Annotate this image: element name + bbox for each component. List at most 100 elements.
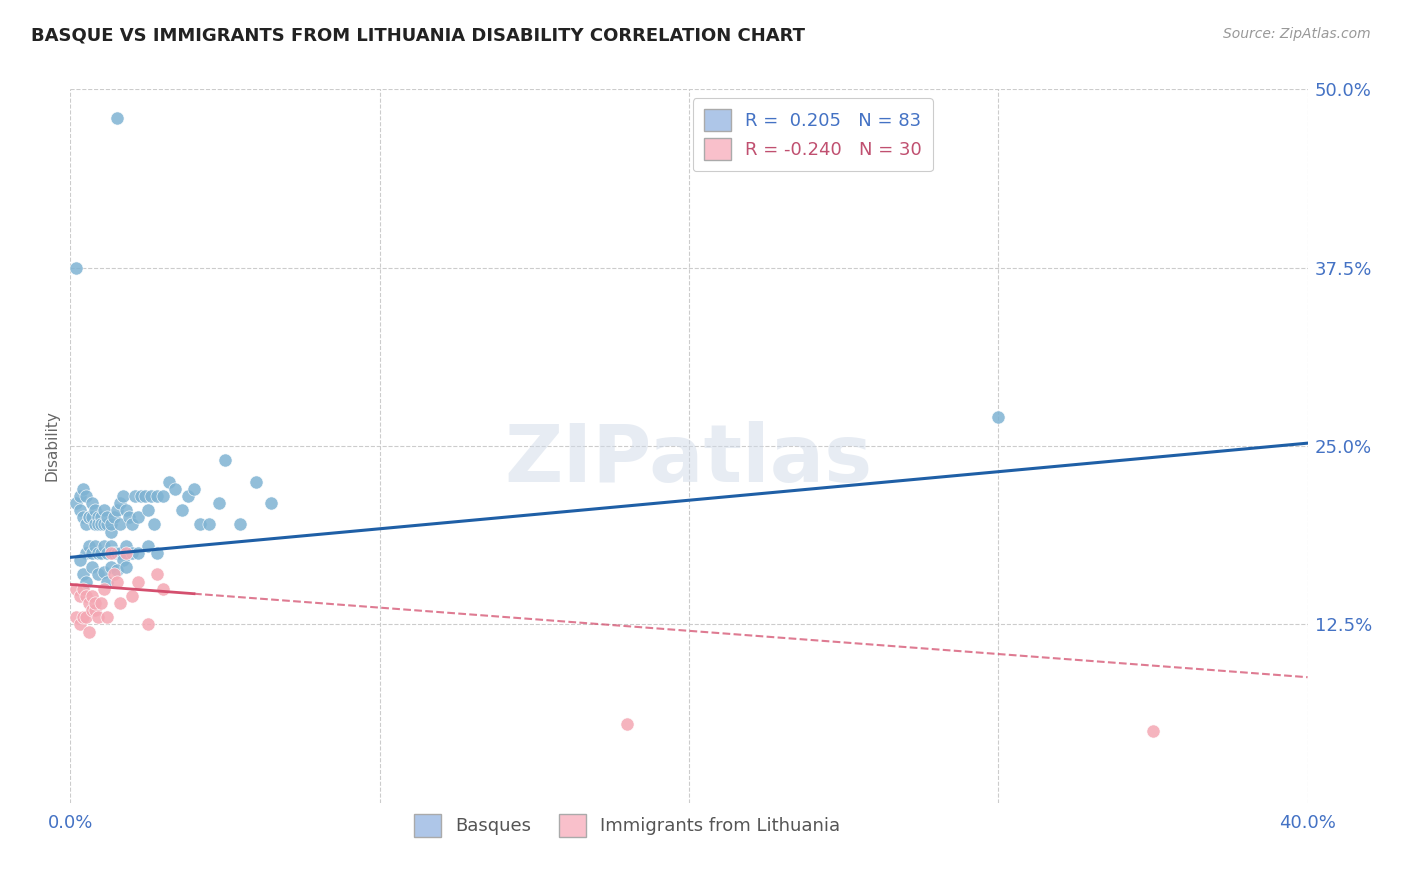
Point <box>987 410 1010 425</box>
Legend: Basques, Immigrants from Lithuania: Basques, Immigrants from Lithuania <box>406 807 848 844</box>
Point <box>229 517 252 532</box>
Point <box>87 517 110 532</box>
Point <box>93 565 115 579</box>
Point <box>65 582 87 596</box>
Point <box>69 617 91 632</box>
Point <box>80 496 103 510</box>
Point <box>108 496 131 510</box>
Point <box>69 553 91 567</box>
Point <box>198 517 221 532</box>
Y-axis label: Disability: Disability <box>44 410 59 482</box>
Point <box>80 560 103 574</box>
Point <box>90 596 112 610</box>
Point <box>170 503 193 517</box>
Point <box>87 567 110 582</box>
Point <box>84 517 107 532</box>
Point <box>136 617 159 632</box>
Point <box>75 589 97 603</box>
Point <box>93 582 115 596</box>
Point <box>93 503 115 517</box>
Point <box>100 546 122 560</box>
Point <box>208 496 231 510</box>
Point <box>87 546 110 560</box>
Point <box>134 489 156 503</box>
Point <box>72 482 94 496</box>
Point <box>121 589 143 603</box>
Point <box>96 610 118 624</box>
Point <box>72 510 94 524</box>
Point <box>115 546 138 560</box>
Point <box>146 567 169 582</box>
Point <box>69 503 91 517</box>
Point <box>77 510 100 524</box>
Point <box>136 539 159 553</box>
Point <box>77 510 100 524</box>
Point <box>103 567 125 582</box>
Point <box>115 503 138 517</box>
Point <box>72 582 94 596</box>
Point <box>1142 724 1164 739</box>
Point <box>77 539 100 553</box>
Point <box>93 539 115 553</box>
Point <box>75 610 97 624</box>
Text: Source: ZipAtlas.com: Source: ZipAtlas.com <box>1223 27 1371 41</box>
Point <box>165 482 187 496</box>
Point <box>111 489 134 503</box>
Point <box>152 489 174 503</box>
Point <box>105 503 128 517</box>
Point <box>100 517 122 532</box>
Point <box>183 482 205 496</box>
Point <box>80 603 103 617</box>
Point <box>103 510 125 524</box>
Point <box>90 546 112 560</box>
Point <box>108 546 131 560</box>
Point <box>100 560 122 574</box>
Point <box>121 546 143 560</box>
Point <box>96 517 118 532</box>
Point <box>69 589 91 603</box>
Text: ZIPatlas: ZIPatlas <box>505 421 873 500</box>
Point <box>152 582 174 596</box>
Point <box>121 517 143 532</box>
Point <box>127 510 149 524</box>
Point <box>115 560 138 574</box>
Point <box>77 624 100 639</box>
Point <box>69 489 91 503</box>
Point <box>65 610 87 624</box>
Point <box>136 503 159 517</box>
Point <box>124 489 146 503</box>
Point <box>111 553 134 567</box>
Point <box>75 517 97 532</box>
Point <box>84 503 107 517</box>
Point <box>142 517 165 532</box>
Point <box>75 574 97 589</box>
Point <box>108 596 131 610</box>
Text: BASQUE VS IMMIGRANTS FROM LITHUANIA DISABILITY CORRELATION CHART: BASQUE VS IMMIGRANTS FROM LITHUANIA DISA… <box>31 27 804 45</box>
Point <box>115 539 138 553</box>
Point <box>65 496 87 510</box>
Point <box>260 496 283 510</box>
Point <box>87 610 110 624</box>
Point <box>84 603 107 617</box>
Point <box>108 517 131 532</box>
Point <box>103 546 125 560</box>
Point <box>157 475 180 489</box>
Point <box>105 574 128 589</box>
Point <box>214 453 236 467</box>
Point <box>139 489 162 503</box>
Point <box>72 567 94 582</box>
Point <box>75 546 97 560</box>
Point <box>84 539 107 553</box>
Point <box>127 574 149 589</box>
Point <box>131 489 153 503</box>
Point <box>177 489 200 503</box>
Point <box>93 517 115 532</box>
Point <box>188 517 211 532</box>
Point <box>77 596 100 610</box>
Point <box>87 510 110 524</box>
Point <box>118 510 141 524</box>
Point <box>84 596 107 610</box>
Point <box>100 539 122 553</box>
Point <box>90 517 112 532</box>
Point <box>105 563 128 577</box>
